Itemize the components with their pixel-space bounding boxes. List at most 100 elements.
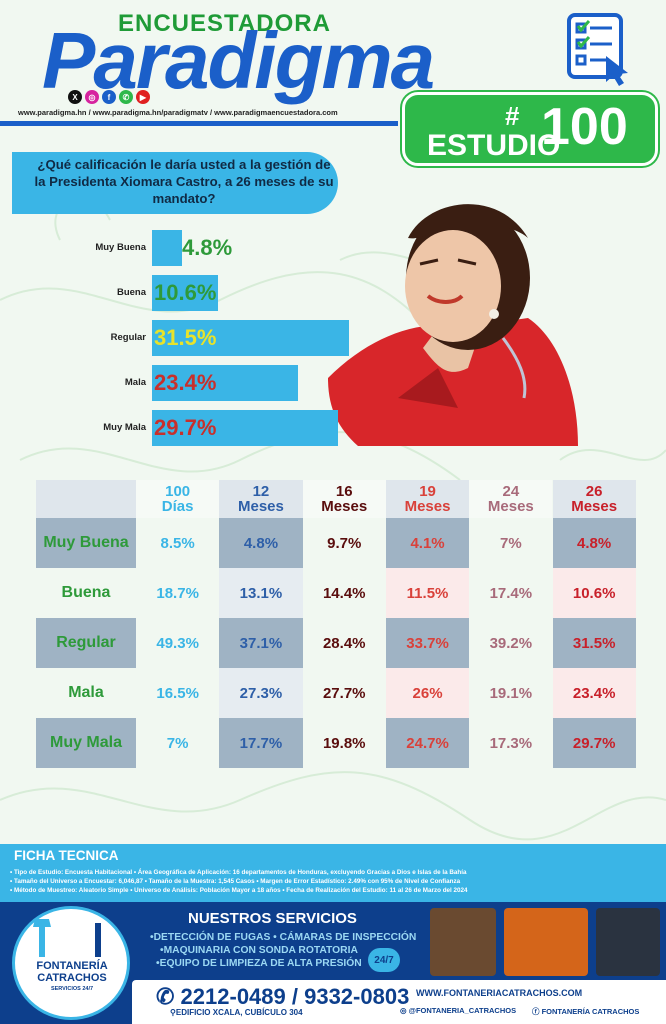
ficha-title: FICHA TECNICA — [14, 848, 119, 863]
service-line: •DETECCIÓN DE FUGAS • CÁMARAS DE INSPECC… — [150, 932, 417, 943]
table-cell: 17.4% — [469, 568, 553, 618]
ficha-line: • Tamaño del Universo a Encuestar: 6,046… — [10, 878, 461, 885]
column-header-top: 12 — [252, 483, 270, 500]
instagram-text: @FONTANERIA_CATRACHOS — [408, 1006, 517, 1015]
badge-24-7: 24/7 — [368, 948, 400, 972]
contact-bar — [132, 980, 666, 1024]
column-header: 16 Meses — [302, 480, 386, 518]
row-label: Regular — [36, 618, 136, 668]
location-icon: ⚲ — [170, 1008, 176, 1017]
facebook-link[interactable]: ⓕ FONTANERÍA CATRACHOS — [532, 1006, 639, 1017]
row-label: Muy Buena — [36, 518, 136, 568]
fontaneria-logo — [12, 906, 130, 1020]
table-cell: 27.7% — [302, 668, 386, 718]
fontaneria-name-1: FONTANERÍA — [36, 960, 108, 972]
table-cell: 4.1% — [385, 518, 470, 568]
table-cell: 31.5% — [552, 618, 636, 668]
study-label: ESTUDIO — [427, 129, 561, 162]
table-cell: 16.5% — [136, 668, 220, 718]
phone-text: 2212-0489 / 9332-0803 — [180, 984, 410, 1009]
table-cell: 7% — [136, 718, 220, 768]
table-cell: 23.4% — [552, 668, 636, 718]
websites: www.paradigma.hn / www.paradigma.hn/para… — [18, 108, 338, 117]
fontaneria-name: FONTANERÍA CATRACHOS — [22, 960, 122, 984]
president-portrait — [328, 204, 578, 446]
fontaneria-services: SERVICIOS 24/7 — [50, 986, 94, 992]
checklist-icon — [567, 13, 628, 86]
table-cell: 33.7% — [385, 618, 470, 668]
inspection-kit-image — [504, 908, 588, 976]
table-cell: 14.4% — [302, 568, 386, 618]
bar-label: Mala — [124, 377, 146, 388]
bar — [152, 320, 349, 356]
bar-value-label: 29.7% — [154, 415, 217, 440]
x-icon[interactable]: X — [68, 90, 82, 104]
bar-value-label: 10.6% — [154, 280, 217, 305]
facebook-icon[interactable]: f — [102, 90, 116, 104]
table-cell: 19.8% — [302, 718, 386, 768]
row-label: Mala — [36, 668, 136, 718]
ficha-line: • Tipo de Estudio: Encuesta Habitacional… — [10, 869, 467, 876]
website-link[interactable]: WWW.FONTANERIACATRACHOS.COM — [416, 988, 583, 998]
column-header-bottom: Meses — [404, 498, 451, 515]
column-header: 100 Días — [136, 480, 220, 518]
bar — [152, 410, 338, 446]
column-header: 24 Meses — [469, 480, 553, 518]
table-cell: 10.6% — [552, 568, 636, 618]
column-header-top: 24 — [502, 483, 520, 500]
question-box: ¿Qué calificación le daría usted a la ge… — [12, 152, 338, 214]
table-cell: 9.7% — [302, 518, 386, 568]
bar — [152, 275, 219, 311]
column-header-top: 26 — [585, 483, 603, 500]
table-cell: 28.4% — [302, 618, 386, 668]
table-cell: 49.3% — [136, 618, 220, 668]
column-header-bottom: Meses — [487, 498, 534, 515]
address: ⚲EDIFICIO XCALA, CUBÍCULO 304 — [170, 1008, 303, 1017]
table-cell: 29.7% — [552, 718, 636, 768]
youtube-icon[interactable]: ▶ — [136, 90, 150, 104]
instagram-icon[interactable]: ◎ — [85, 90, 99, 104]
table-cell: 11.5% — [385, 568, 470, 618]
bar-label: Muy Buena — [95, 242, 146, 253]
ficha-line: • Método de Muestreo: Aleatorio Simple •… — [10, 887, 468, 894]
table-cell: 4.8% — [219, 518, 303, 568]
ficha-arrow — [560, 846, 600, 902]
row-label: Muy Mala — [36, 718, 136, 768]
header-divider — [0, 121, 398, 126]
table-cell: 39.2% — [469, 618, 553, 668]
service-line: •MAQUINARIA CON SONDA ROTATORIA — [160, 945, 358, 956]
column-header: 12 Meses — [219, 480, 303, 518]
row-label: Buena — [36, 568, 136, 618]
column-header: 19 Meses — [385, 480, 470, 518]
camera-monitor-image — [596, 908, 660, 976]
services-title: NUESTROS SERVICIOS — [188, 910, 357, 927]
header: ENCUESTADORA Paradigma X ◎ f ✆ ▶ www.par… — [0, 0, 666, 120]
instagram-link[interactable]: ◎ @FONTANERIA_CATRACHOS — [400, 1006, 516, 1015]
social-icons: X ◎ f ✆ ▶ — [68, 90, 150, 104]
bar-value-label: 23.4% — [154, 370, 217, 395]
ficha-tecnica — [0, 844, 666, 902]
table-corner — [36, 480, 136, 518]
bar-label: Buena — [116, 287, 146, 298]
table-cell: 7% — [469, 518, 553, 568]
phone-numbers[interactable]: ✆ 2212-0489 / 9332-0803 — [156, 984, 409, 1010]
table-cell: 26% — [385, 668, 470, 718]
table-cell: 4.8% — [552, 518, 636, 568]
column-header-top: 16 — [335, 483, 353, 500]
whatsapp-icon[interactable]: ✆ — [119, 90, 133, 104]
bar — [152, 365, 299, 401]
facebook-icon: ⓕ — [532, 1007, 542, 1016]
table-cell: 18.7% — [136, 568, 220, 618]
bar-value-label: 31.5% — [154, 325, 217, 350]
bar-label: Regular — [110, 332, 146, 343]
phone-icon: ✆ — [156, 984, 181, 1009]
pressure-washer-image — [430, 908, 496, 976]
table-cell: 37.1% — [219, 618, 303, 668]
column-header: 26 Meses — [552, 480, 636, 518]
column-header-bottom: Meses — [321, 498, 368, 515]
table-cell: 8.5% — [136, 518, 220, 568]
fontaneria-name-2: CATRACHOS — [37, 972, 107, 984]
kicker: ENCUESTADORA — [118, 10, 331, 37]
table-cell: 24.7% — [385, 718, 470, 768]
